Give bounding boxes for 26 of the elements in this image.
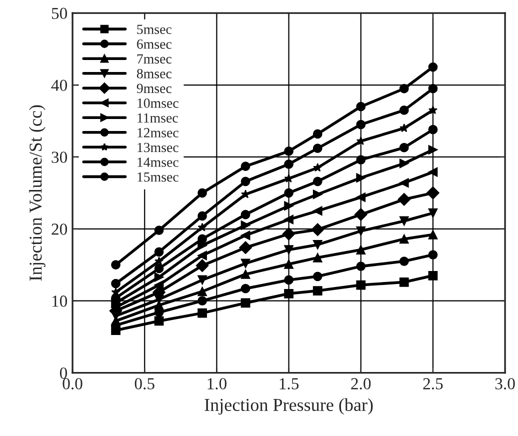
legend-label: 10msec: [138, 98, 178, 108]
y-tick-label: 10: [52, 296, 68, 307]
y-tick-label: 40: [51, 80, 68, 91]
legend-label: 8msec: [136, 68, 172, 78]
legend-label: 7msec: [137, 54, 172, 64]
y-axis-title: Injection Volume/St (cc): [29, 105, 46, 281]
legend-label: 12msec: [138, 128, 178, 138]
x-tick-label: 1.0: [208, 378, 226, 390]
y-tick-label: 30: [52, 152, 68, 163]
x-tick-label: 1.5: [280, 378, 299, 390]
y-tick-label: 20: [52, 224, 68, 235]
legend-label: 5msec: [137, 24, 172, 34]
x-tick-label: 2.0: [351, 378, 371, 390]
legend-label: 15msec: [138, 172, 178, 182]
legend-label: 13msec: [138, 142, 178, 152]
legend-label: 11msec: [138, 113, 178, 123]
y-tick-label: 0: [60, 367, 68, 379]
y-tick-label: 50: [52, 8, 68, 20]
x-tick-label: 0.0: [62, 378, 82, 390]
x-tick-label: 0.5: [134, 378, 154, 390]
x-tick-label: 2.5: [423, 378, 443, 390]
legend-label: 14msec: [138, 158, 178, 167]
legend-label: 9msec: [136, 84, 172, 94]
x-axis-title: Injection Pressure (bar): [204, 398, 373, 415]
legend-label: 6msec: [137, 39, 172, 49]
x-tick-label: 3.0: [495, 378, 515, 390]
